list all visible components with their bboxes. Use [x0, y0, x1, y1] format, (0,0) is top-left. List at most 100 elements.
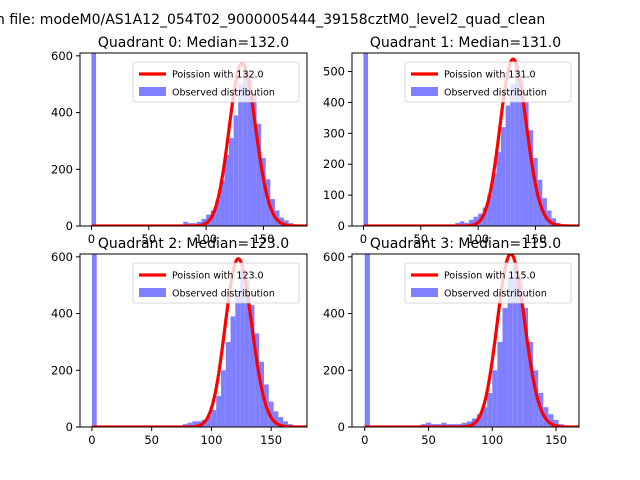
hist-bar-18	[256, 123, 262, 226]
legend-label-observed: Observed distribution	[172, 88, 275, 99]
legend-hist-swatch	[139, 288, 166, 297]
hist-bar-8	[482, 207, 488, 226]
figure-suptitle: n file: modeM0/AS1A12_054T02_9000005444_…	[0, 12, 545, 28]
legend-box	[404, 61, 572, 103]
hist-bar-14	[238, 84, 243, 226]
histogram-bars	[91, 53, 294, 226]
hist-bar-16	[249, 305, 255, 427]
hist-bar-3	[459, 221, 465, 226]
hist-bar-0	[91, 254, 97, 427]
hist-bar-0	[364, 254, 370, 427]
legend-label-observed: Observed distribution	[444, 289, 547, 300]
y-tick-label: 0	[66, 420, 73, 434]
subplot-quadrant-2: 0 50 100 150 0 200 400 600 Quadrant 2: Median=12…	[51, 236, 308, 447]
hist-bar-13	[235, 290, 241, 427]
hist-bar-21	[273, 411, 279, 427]
x-tick-label: 0	[88, 232, 95, 246]
hist-bar-15	[244, 279, 250, 427]
hist-bar-10	[491, 173, 497, 226]
hist-bar-13	[505, 105, 511, 226]
axes-frame	[351, 52, 580, 227]
y-tick-label: 600	[323, 250, 345, 264]
legend-box	[132, 262, 300, 304]
hist-bar-17	[502, 307, 508, 427]
subplot-quadrant-3: 0 50 100 150 0 200 400 600 Quadrant 3: Median=11…	[323, 236, 580, 447]
hist-bar-10	[466, 421, 472, 427]
x-tick-label: 150	[260, 433, 282, 447]
subplot-quadrant-1: 0 50 100 150 0 100 200 300 400 500 Quadrant 1: Med…	[323, 35, 580, 246]
hist-bar-12	[476, 414, 483, 427]
legend: Poission with 131.0 Observed distribution	[404, 61, 572, 103]
axes-frame	[79, 52, 308, 227]
subplot-grid: 0 50 100 150 0 200 400 600 Quadrant 0: Median=13…	[51, 35, 580, 447]
hist-bar-5	[196, 221, 202, 226]
hist-bar-9	[487, 195, 492, 226]
hist-bar-7	[206, 415, 212, 427]
y-tick-label: 600	[51, 49, 73, 63]
hist-bar-12	[501, 127, 506, 226]
y-tick-label: 400	[51, 307, 73, 321]
hist-bar-2	[183, 221, 188, 226]
axes-frame	[351, 253, 580, 428]
x-tick-label: 0	[88, 433, 95, 447]
poisson-curve	[363, 57, 579, 226]
x-tick-label: 0	[361, 433, 368, 447]
legend-label-poisson: Poission with 123.0	[172, 271, 264, 282]
subplot-title: Quadrant 3: Median=115.0	[370, 236, 561, 252]
x-tick-label: 100	[467, 232, 489, 246]
hist-bar-5	[441, 422, 447, 427]
legend-hist-swatch	[411, 288, 438, 297]
x-tick-label: 0	[360, 232, 367, 246]
hist-bar-16	[497, 341, 503, 427]
hist-bar-13	[233, 115, 239, 226]
hist-bar-6	[473, 216, 479, 226]
x-tick-label: 100	[200, 433, 222, 447]
hist-bar-14	[240, 268, 245, 427]
hist-bar-21	[522, 307, 528, 427]
x-tick-label: 50	[144, 433, 159, 447]
hist-bar-20	[517, 279, 523, 427]
y-tick-label: 200	[323, 157, 345, 171]
y-tick-label: 400	[323, 307, 345, 321]
hist-bar-11	[496, 151, 502, 226]
hist-bar-8	[211, 409, 217, 427]
hist-bar-11	[224, 155, 230, 226]
hist-bar-19	[512, 265, 518, 427]
hist-bar-22	[278, 417, 284, 427]
y-tick-label: 300	[323, 126, 345, 140]
hist-bar-0	[363, 53, 369, 226]
legend-label-observed: Observed distribution	[444, 88, 547, 99]
legend-box	[132, 61, 300, 103]
y-tick-label: 400	[51, 106, 73, 120]
hist-bar-23	[283, 421, 288, 427]
y-tick-label: 100	[323, 188, 345, 202]
hist-bar-10	[219, 180, 225, 226]
subplot-title: Quadrant 0: Median=132.0	[98, 35, 289, 51]
hist-bar-18	[528, 130, 534, 226]
hist-bar-23	[551, 218, 557, 226]
legend: Poission with 132.0 Observed distribution	[132, 61, 300, 103]
hist-bar-22	[527, 341, 534, 427]
x-tick-label: 100	[195, 232, 217, 246]
hist-bar-0	[91, 53, 97, 226]
legend-label-poisson: Poission with 132.0	[172, 70, 264, 81]
subplot-quadrant-0: 0 50 100 150 0 200 400 600 Quadrant 0: Median=13…	[51, 35, 308, 246]
poisson-curve	[364, 254, 579, 427]
hist-bar-26	[548, 414, 554, 427]
hist-bar-3	[187, 422, 193, 427]
x-tick-label: 100	[481, 433, 503, 447]
y-tick-label: 600	[51, 250, 73, 264]
hist-bar-16	[519, 80, 524, 226]
hist-bar-14	[487, 392, 493, 427]
legend-box	[404, 262, 572, 304]
hist-bar-13	[482, 407, 488, 427]
legend: Poission with 115.0 Observed distribution	[404, 262, 572, 304]
hist-bar-15	[492, 370, 498, 427]
hist-bar-12	[229, 138, 234, 226]
legend: Poission with 123.0 Observed distribution	[132, 262, 300, 304]
axes-frame	[79, 253, 308, 428]
subplot-title: Quadrant 2: Median=123.0	[98, 236, 289, 252]
subplot-title: Quadrant 1: Median=131.0	[370, 35, 561, 51]
legend-label-poisson: Poission with 131.0	[444, 70, 536, 81]
